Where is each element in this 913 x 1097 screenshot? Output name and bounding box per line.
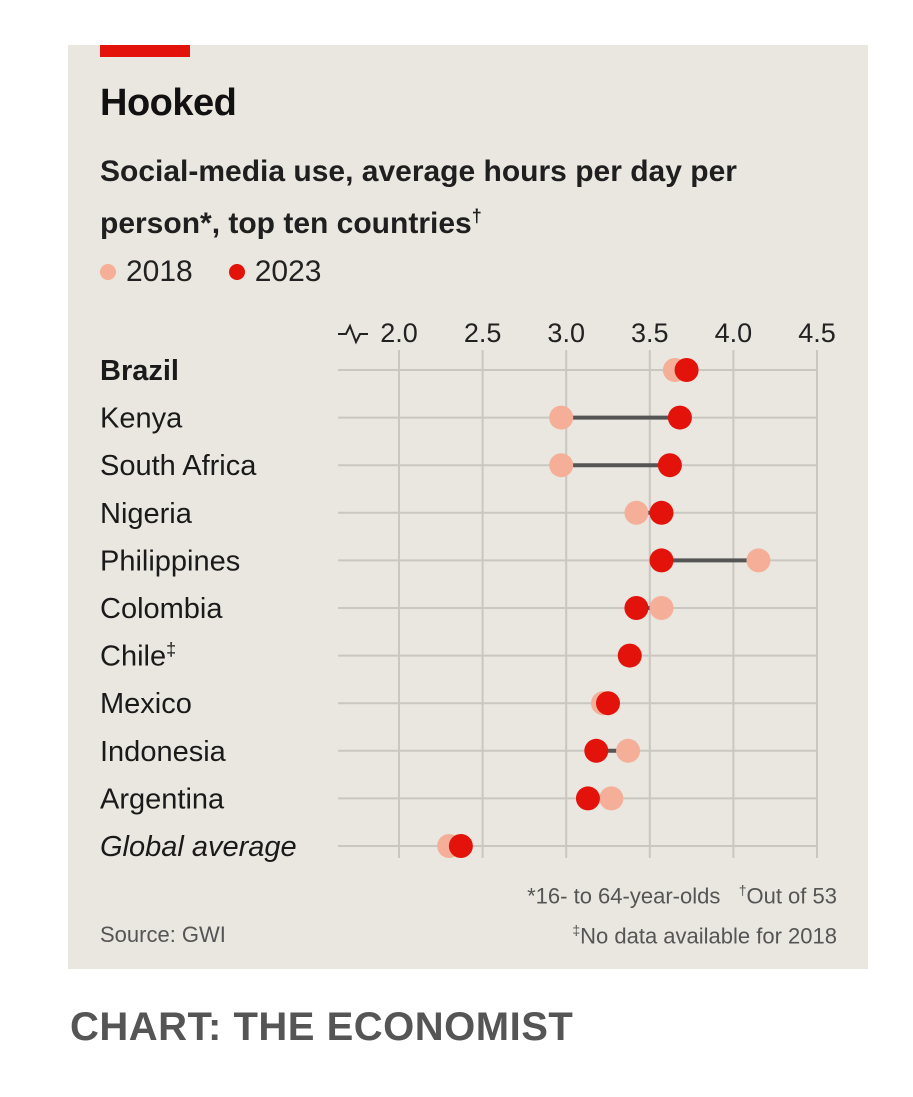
dot-2018 bbox=[599, 786, 624, 811]
dot-2018 bbox=[549, 405, 574, 430]
dot-2023 bbox=[448, 834, 473, 858]
x-tick-label: 2.5 bbox=[464, 318, 502, 348]
subtitle-dagger: † bbox=[471, 206, 482, 226]
dot-2023 bbox=[657, 453, 682, 478]
category-label: Colombia bbox=[100, 593, 223, 625]
footnote-out-of: Out of 53 bbox=[746, 883, 837, 909]
legend-dot-2023-icon bbox=[228, 264, 245, 280]
dot-2023 bbox=[575, 786, 600, 811]
dot-2023 bbox=[667, 405, 692, 430]
legend-item-2018: 2018 bbox=[100, 255, 193, 289]
dot-2023 bbox=[584, 738, 609, 763]
legend: 2018 2023 bbox=[100, 255, 358, 289]
x-tick-label: 4.0 bbox=[715, 318, 753, 348]
chart-card bbox=[68, 45, 868, 969]
dot-2018 bbox=[649, 596, 674, 620]
legend-label-2018: 2018 bbox=[126, 255, 193, 288]
dot-2023 bbox=[617, 643, 642, 668]
category-label: Indonesia bbox=[100, 736, 227, 768]
legend-item-2023: 2023 bbox=[228, 255, 322, 289]
chart-credit: CHART: THE ECONOMIST bbox=[70, 1005, 574, 1049]
accent-bar bbox=[100, 45, 190, 57]
dot-2023 bbox=[649, 500, 674, 525]
category-label: Brazil bbox=[100, 355, 179, 387]
category-label: Kenya bbox=[100, 403, 183, 435]
category-label: Nigeria bbox=[100, 498, 193, 530]
dot-2023 bbox=[596, 691, 620, 716]
dot-2023 bbox=[674, 358, 699, 382]
dot-2018 bbox=[624, 500, 649, 525]
footnote-dagger: † bbox=[738, 882, 747, 898]
axis-break-icon bbox=[338, 323, 368, 345]
footnote-double-dagger: ‡ bbox=[572, 922, 581, 938]
category-label-mark: ‡ bbox=[166, 640, 176, 660]
footnote-line-2: ‡No data available for 2018 bbox=[572, 922, 837, 949]
legend-label-2023: 2023 bbox=[254, 255, 322, 288]
legend-dot-2018-icon bbox=[100, 264, 116, 280]
x-tick-label: 2.0 bbox=[380, 318, 418, 348]
footnote-age: *16- to 64-year-olds bbox=[527, 883, 721, 909]
dot-2018 bbox=[616, 738, 641, 763]
x-tick-label: 4.5 bbox=[798, 318, 836, 348]
x-tick-label: 3.5 bbox=[631, 318, 669, 348]
category-label: South Africa bbox=[100, 450, 257, 482]
x-tick-label: 3.0 bbox=[547, 318, 585, 348]
category-label: Argentina bbox=[100, 783, 225, 815]
dot-2018 bbox=[746, 548, 771, 573]
category-label: Chile‡ bbox=[100, 640, 176, 673]
footnote-line-1: *16- to 64-year-olds †Out of 53 bbox=[527, 882, 837, 909]
dot-2018 bbox=[549, 453, 574, 478]
subtitle-text: Social-media use, average hours per day … bbox=[100, 155, 737, 240]
chart-subtitle: Social-media use, average hours per day … bbox=[100, 150, 760, 246]
footnote-no-data: No data available for 2018 bbox=[580, 923, 837, 949]
chart-title: Hooked bbox=[100, 82, 237, 124]
category-label: Global average bbox=[100, 831, 297, 863]
category-label: Mexico bbox=[100, 688, 192, 720]
category-label: Philippines bbox=[100, 545, 240, 577]
dot-2023 bbox=[624, 596, 649, 620]
source-note: Source: GWI bbox=[100, 922, 226, 947]
dot-2023 bbox=[649, 548, 674, 573]
